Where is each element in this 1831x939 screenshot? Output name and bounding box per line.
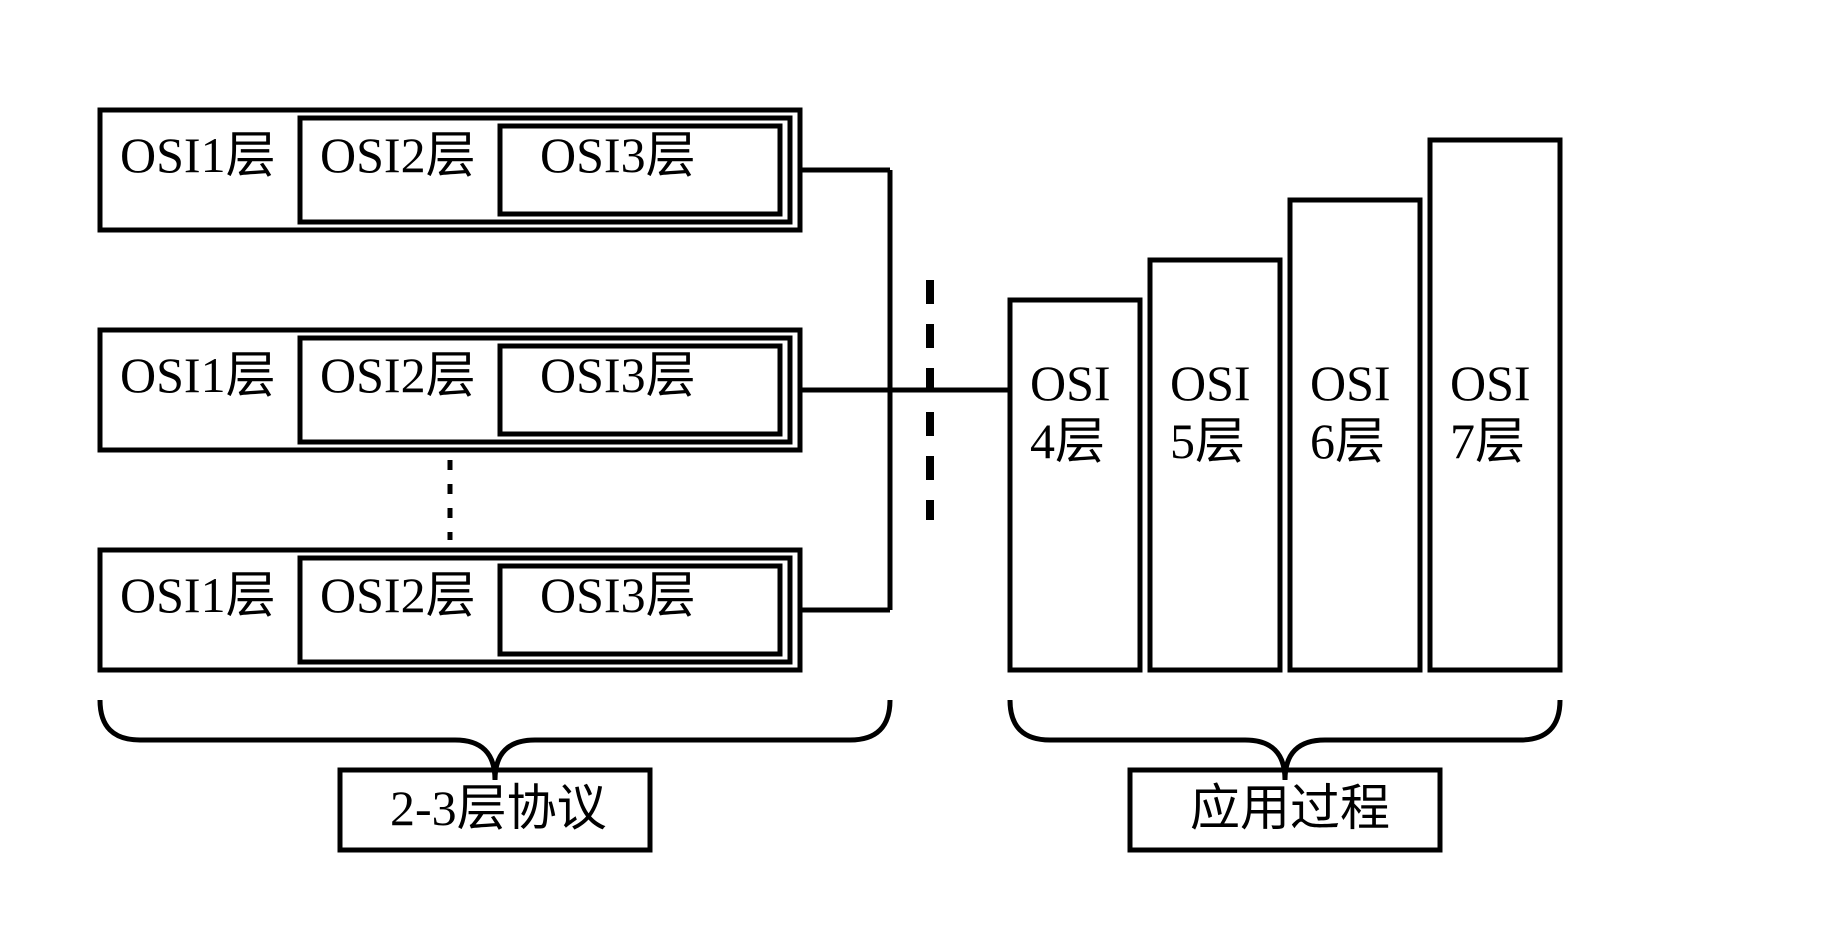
svg-text:5层: 5层 [1170,413,1245,469]
svg-text:6层: 6层 [1310,413,1385,469]
osi-diagram: OSI1层 OSI2层 OSI3层 OSI1层 OSI2层 OSI3层 OSI1层 OSI2层… [0,0,1831,939]
brace-0-label: 2-3层协议 [390,780,607,836]
left-row-2-label-2: OSI3层 [540,567,696,623]
svg-text:OSI: OSI [1450,355,1531,411]
svg-text:7层: 7层 [1450,413,1525,469]
brace-1-label: 应用过程 [1190,780,1390,836]
left-row-0-label-0: OSI1层 [120,127,276,183]
left-row-2-label-1: OSI2层 [320,567,476,623]
left-row-2-label-0: OSI1层 [120,567,276,623]
left-row-0-label-2: OSI3层 [540,127,696,183]
left-row-1-label-0: OSI1层 [120,347,276,403]
svg-text:OSI: OSI [1030,355,1111,411]
svg-text:OSI: OSI [1310,355,1391,411]
svg-text:4层: 4层 [1030,413,1105,469]
left-row-1-label-1: OSI2层 [320,347,476,403]
left-row-1-label-2: OSI3层 [540,347,696,403]
svg-text:OSI: OSI [1170,355,1251,411]
left-row-0-label-1: OSI2层 [320,127,476,183]
